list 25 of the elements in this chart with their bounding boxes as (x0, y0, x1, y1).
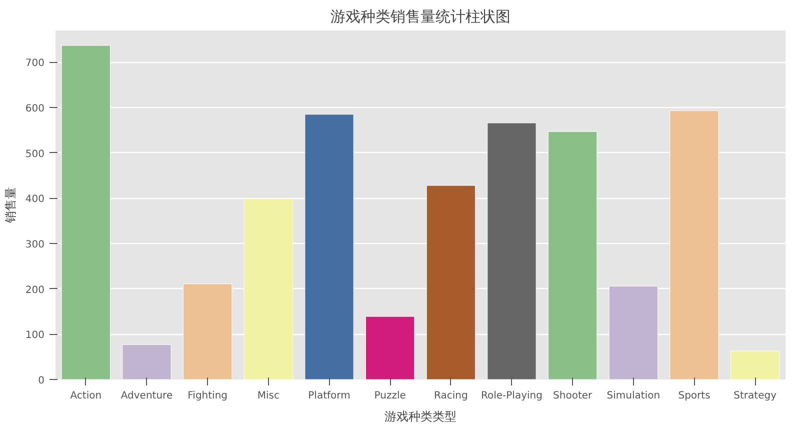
x-axis-title: 游戏种类类型 (384, 410, 456, 424)
x-tick-label: Adventure (120, 390, 173, 402)
x-tick-label: Fighting (188, 390, 228, 402)
x-tick-label: Racing (434, 390, 468, 402)
chart-title: 游戏种类销售量统计柱状图 (330, 8, 510, 26)
y-tick-label: 0 (38, 376, 45, 386)
x-tick-label: Shooter (553, 390, 594, 402)
y-tick-label: 100 (25, 330, 45, 342)
y-tick-label: 400 (25, 194, 45, 206)
x-tick-label: Action (70, 390, 102, 402)
x-tick-label: Sports (678, 390, 710, 402)
x-tick-label: Simulation (606, 390, 660, 402)
bar (122, 344, 172, 380)
y-axis-title: 销售量 (3, 187, 18, 224)
y-tick-label: 300 (25, 240, 45, 251)
x-tick-label: Misc (257, 390, 280, 402)
x-tick-label: Role-Playing (481, 390, 542, 402)
x-tick-label: Puzzle (374, 390, 406, 402)
y-tick-label: 500 (25, 148, 45, 160)
x-tick-label: Platform (308, 390, 350, 402)
y-tick-label: 700 (25, 58, 45, 70)
y-tick-label: 200 (25, 284, 45, 296)
y-tick-label: 600 (25, 104, 45, 115)
bar (730, 350, 780, 380)
x-tick-label: Strategy (734, 390, 777, 402)
